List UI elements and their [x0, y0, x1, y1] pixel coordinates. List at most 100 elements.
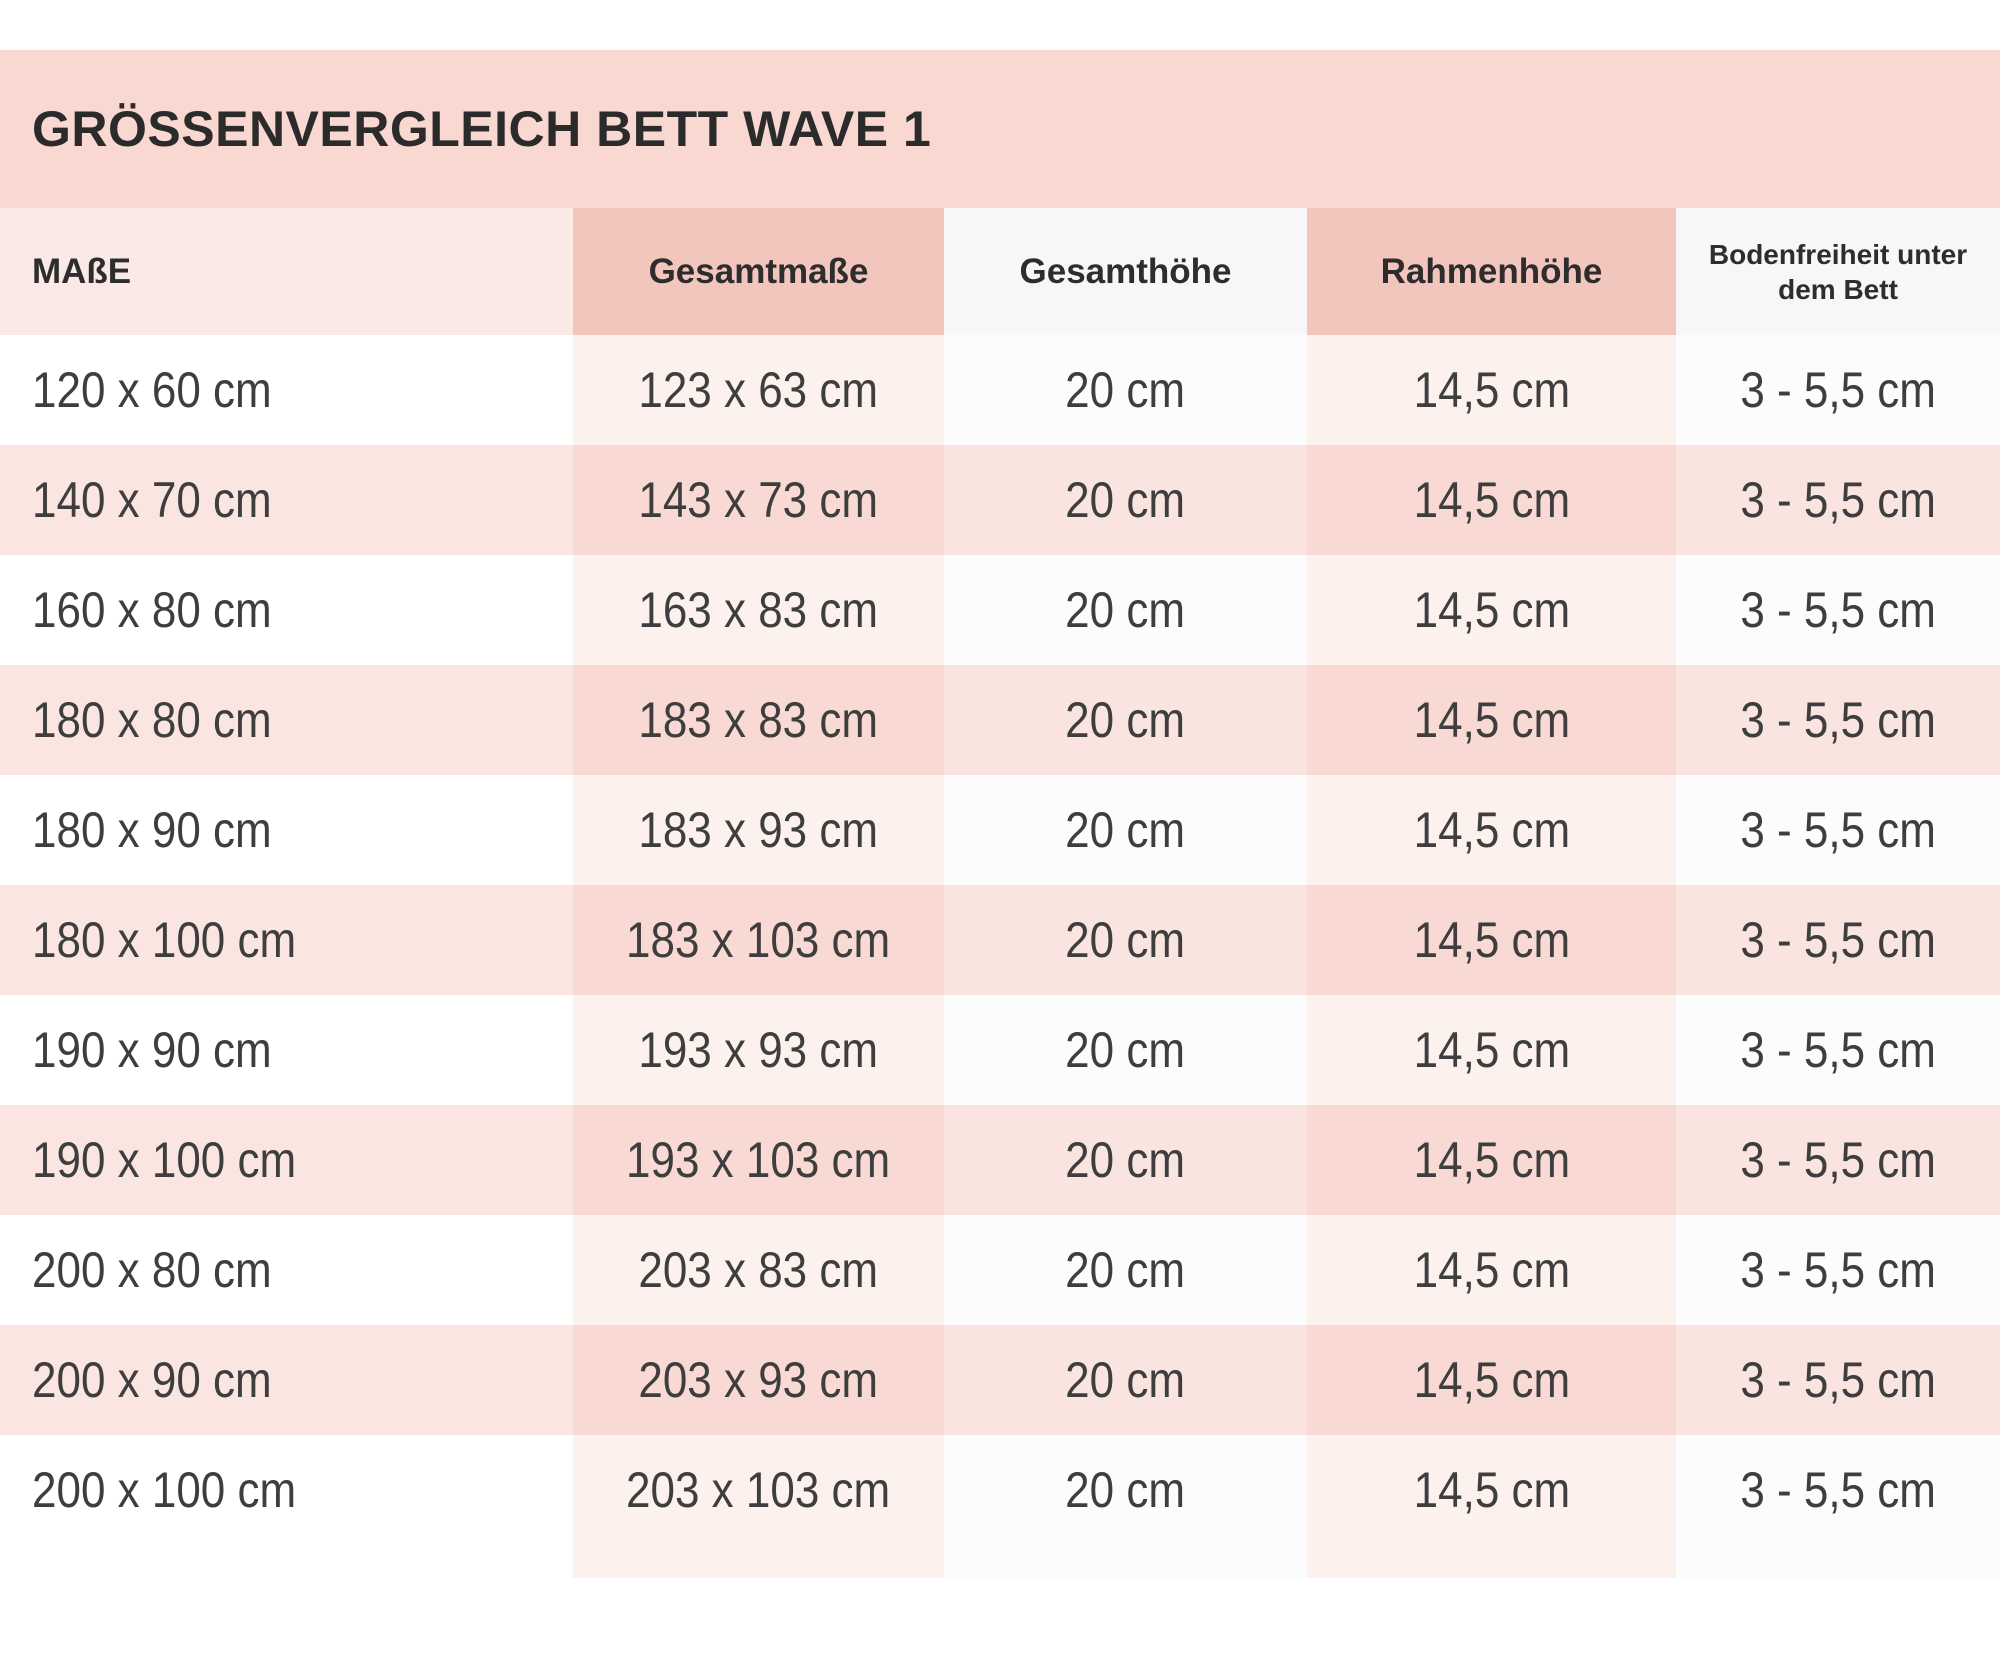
column-header-gesamtmasse: Gesamtmaße	[573, 208, 944, 335]
cell-value: 3 - 5,5 cm	[1740, 1352, 1936, 1408]
cell-value: 14,5 cm	[1413, 1352, 1570, 1408]
cell-gesamtmasse: 163 x 83 cm	[573, 555, 944, 665]
cell-bodenfreiheit: 3 - 5,5 cm	[1676, 1215, 2000, 1325]
cell-gesamthoehe: 20 cm	[944, 1105, 1307, 1215]
cell-gesamtmasse: 193 x 93 cm	[573, 995, 944, 1105]
cell-gesamthoehe: 20 cm	[944, 335, 1307, 445]
cell-value: 183 x 83 cm	[638, 692, 879, 748]
cell-gesamtmasse: 183 x 83 cm	[573, 665, 944, 775]
column-header-label: Rahmenhöhe	[1380, 251, 1603, 291]
cell-value: 20 cm	[1065, 472, 1186, 528]
cell-masse: 180 x 80 cm	[0, 665, 573, 775]
cell-bodenfreiheit: 3 - 5,5 cm	[1676, 335, 2000, 445]
cell-gesamthoehe: 20 cm	[944, 995, 1307, 1105]
cell-value: 20 cm	[1065, 362, 1186, 418]
cell-masse: 160 x 80 cm	[0, 555, 573, 665]
cell-value: 20 cm	[1065, 1352, 1186, 1408]
cell-value: 160 x 80 cm	[32, 582, 272, 638]
cell-gesamthoehe: 20 cm	[944, 555, 1307, 665]
cell-value: 20 cm	[1065, 692, 1186, 748]
cell-value: 20 cm	[1065, 1132, 1186, 1188]
cell-value: 14,5 cm	[1413, 582, 1570, 638]
cell-rahmenhoehe: 14,5 cm	[1307, 1215, 1676, 1325]
cell-value: 14,5 cm	[1413, 472, 1570, 528]
column-header-gesamthoehe: Gesamthöhe	[944, 208, 1307, 335]
cell-value: 20 cm	[1065, 582, 1186, 638]
cell-value: 3 - 5,5 cm	[1740, 1242, 1936, 1298]
cell-bodenfreiheit: 3 - 5,5 cm	[1676, 1105, 2000, 1215]
cell-bodenfreiheit: 3 - 5,5 cm	[1676, 995, 2000, 1105]
cell-gesamthoehe: 20 cm	[944, 1215, 1307, 1325]
cell-value: 180 x 90 cm	[32, 802, 272, 858]
cell-value: 20 cm	[1065, 802, 1186, 858]
cell-value: 20 cm	[1065, 1242, 1186, 1298]
footer-cell-rahmenhoehe	[1307, 1545, 1676, 1578]
cell-rahmenhoehe: 14,5 cm	[1307, 885, 1676, 995]
cell-value: 203 x 93 cm	[638, 1352, 879, 1408]
cell-bodenfreiheit: 3 - 5,5 cm	[1676, 555, 2000, 665]
cell-value: 183 x 103 cm	[626, 912, 891, 968]
column-header-label: MAßE	[32, 251, 132, 291]
cell-masse: 120 x 60 cm	[0, 335, 573, 445]
cell-value: 3 - 5,5 cm	[1740, 1462, 1936, 1518]
cell-value: 163 x 83 cm	[638, 582, 879, 638]
table-title-bar: GRÖSSENVERGLEICH BETT WAVE 1	[0, 50, 2000, 208]
table-title: GRÖSSENVERGLEICH BETT WAVE 1	[32, 101, 932, 157]
cell-masse: 200 x 90 cm	[0, 1325, 573, 1435]
cell-masse: 200 x 100 cm	[0, 1435, 573, 1545]
cell-value: 190 x 90 cm	[32, 1022, 272, 1078]
cell-gesamthoehe: 20 cm	[944, 1325, 1307, 1435]
cell-bodenfreiheit: 3 - 5,5 cm	[1676, 775, 2000, 885]
cell-rahmenhoehe: 14,5 cm	[1307, 995, 1676, 1105]
cell-value: 120 x 60 cm	[32, 362, 272, 418]
cell-gesamthoehe: 20 cm	[944, 1435, 1307, 1545]
footer-cell-masse	[0, 1545, 573, 1578]
cell-value: 190 x 100 cm	[32, 1132, 297, 1188]
cell-value: 14,5 cm	[1413, 692, 1570, 748]
cell-bodenfreiheit: 3 - 5,5 cm	[1676, 885, 2000, 995]
cell-value: 20 cm	[1065, 1462, 1186, 1518]
cell-value: 3 - 5,5 cm	[1740, 692, 1936, 748]
cell-gesamtmasse: 123 x 63 cm	[573, 335, 944, 445]
cell-value: 20 cm	[1065, 1022, 1186, 1078]
size-comparison-page: GRÖSSENVERGLEICH BETT WAVE 1 MAßE Gesamtm…	[0, 50, 2000, 1669]
cell-rahmenhoehe: 14,5 cm	[1307, 1325, 1676, 1435]
cell-value: 193 x 103 cm	[626, 1132, 891, 1188]
cell-value: 14,5 cm	[1413, 1132, 1570, 1188]
cell-rahmenhoehe: 14,5 cm	[1307, 445, 1676, 555]
cell-value: 180 x 100 cm	[32, 912, 297, 968]
footer-cell-gesamthoehe	[944, 1545, 1307, 1578]
cell-gesamtmasse: 203 x 93 cm	[573, 1325, 944, 1435]
cell-gesamtmasse: 183 x 93 cm	[573, 775, 944, 885]
cell-gesamthoehe: 20 cm	[944, 885, 1307, 995]
column-header-rahmenhoehe: Rahmenhöhe	[1307, 208, 1676, 335]
cell-bodenfreiheit: 3 - 5,5 cm	[1676, 1325, 2000, 1435]
cell-value: 14,5 cm	[1413, 802, 1570, 858]
cell-bodenfreiheit: 3 - 5,5 cm	[1676, 665, 2000, 775]
cell-masse: 200 x 80 cm	[0, 1215, 573, 1325]
cell-value: 3 - 5,5 cm	[1740, 362, 1936, 418]
cell-gesamthoehe: 20 cm	[944, 665, 1307, 775]
cell-gesamtmasse: 203 x 83 cm	[573, 1215, 944, 1325]
cell-gesamtmasse: 143 x 73 cm	[573, 445, 944, 555]
cell-masse: 190 x 90 cm	[0, 995, 573, 1105]
cell-bodenfreiheit: 3 - 5,5 cm	[1676, 1435, 2000, 1545]
cell-value: 200 x 100 cm	[32, 1462, 297, 1518]
cell-rahmenhoehe: 14,5 cm	[1307, 775, 1676, 885]
cell-gesamtmasse: 183 x 103 cm	[573, 885, 944, 995]
cell-value: 3 - 5,5 cm	[1740, 1132, 1936, 1188]
column-header-masse: MAßE	[0, 208, 573, 335]
cell-value: 3 - 5,5 cm	[1740, 912, 1936, 968]
cell-rahmenhoehe: 14,5 cm	[1307, 335, 1676, 445]
cell-value: 14,5 cm	[1413, 1022, 1570, 1078]
cell-gesamthoehe: 20 cm	[944, 445, 1307, 555]
column-header-label: Gesamtmaße	[648, 251, 869, 291]
cell-value: 183 x 93 cm	[638, 802, 879, 858]
footer-cell-gesamtmasse	[573, 1545, 944, 1578]
cell-rahmenhoehe: 14,5 cm	[1307, 665, 1676, 775]
cell-value: 180 x 80 cm	[32, 692, 272, 748]
column-header-label: Gesamthöhe	[1019, 251, 1232, 291]
cell-gesamtmasse: 203 x 103 cm	[573, 1435, 944, 1545]
cell-value: 123 x 63 cm	[638, 362, 879, 418]
cell-value: 3 - 5,5 cm	[1740, 802, 1936, 858]
